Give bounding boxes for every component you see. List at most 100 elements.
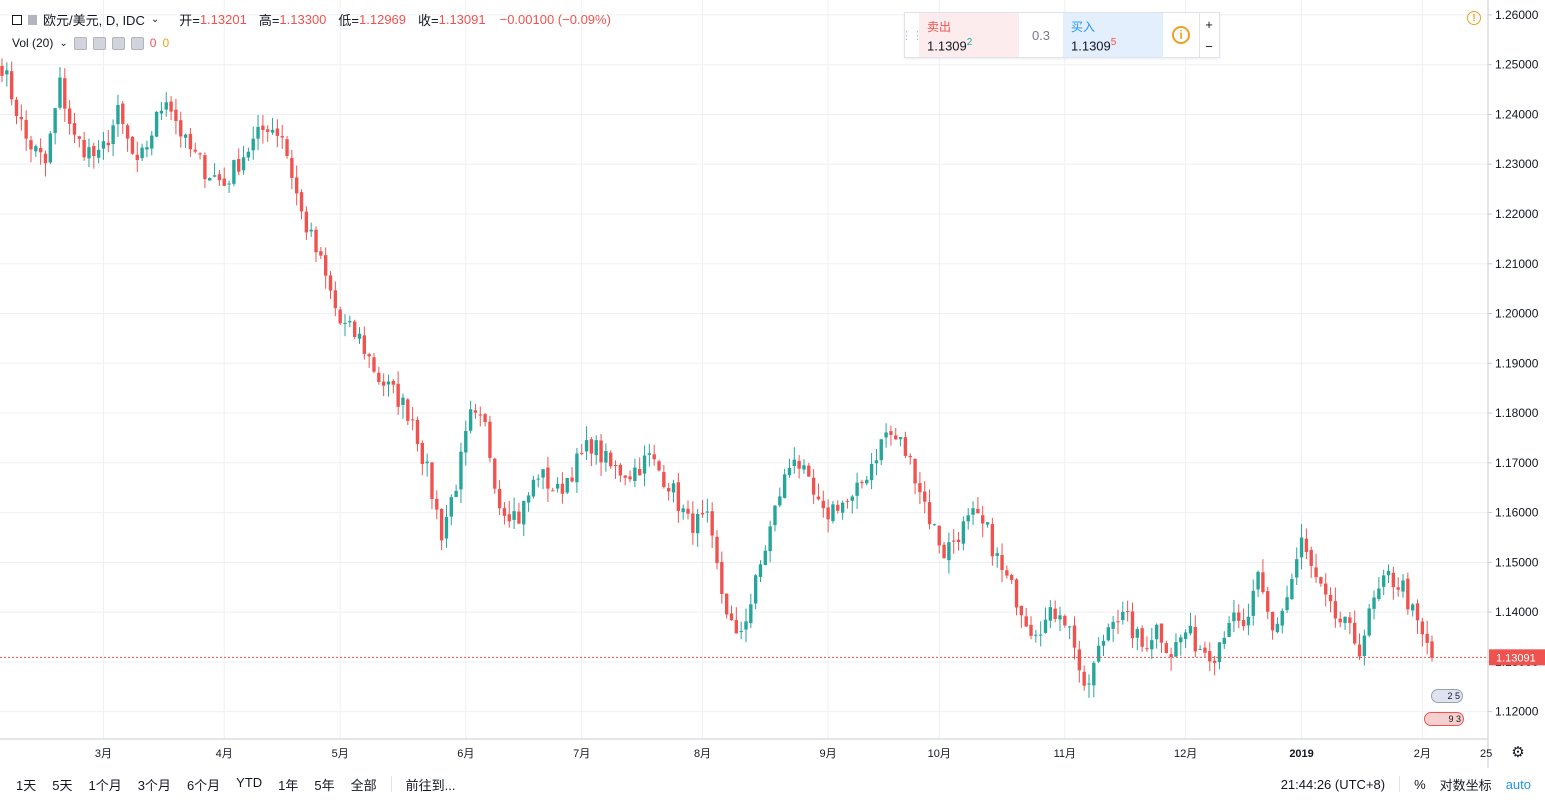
goto-date-button[interactable]: 前往到... [405, 777, 456, 793]
price-axis[interactable]: 1.26000 1.25000 1.24000 1.23000 1.22000 1.210… [1488, 8, 1539, 719]
range-button-7[interactable]: 5年 [314, 777, 335, 793]
candle-body [14, 99, 19, 116]
gear-icon[interactable]: ⚙ [1511, 744, 1525, 761]
candle-body [773, 505, 777, 526]
event-badge-eu[interactable]: 2 5 [1431, 689, 1463, 703]
candle-body [671, 483, 676, 493]
range-button-4[interactable]: 6个月 [186, 777, 221, 793]
candle-body [903, 437, 908, 456]
collapse-icon[interactable] [12, 14, 22, 25]
candle-body [362, 335, 367, 354]
x-tick-label: 5月 [332, 748, 349, 760]
range-button-0[interactable]: 1天 [16, 777, 37, 793]
quantity-plus-button[interactable]: + [1205, 16, 1213, 32]
candle-body [473, 410, 478, 413]
range-button-8[interactable]: 全部 [350, 777, 377, 793]
candle-body [517, 511, 521, 524]
event-badge-us[interactable]: 9 3 [1424, 712, 1464, 726]
candle-body [1290, 579, 1294, 600]
buy-button[interactable]: 买入 1.13095 [1063, 13, 1163, 57]
candle-body [845, 500, 850, 502]
settings-icon[interactable] [92, 36, 106, 50]
volume-label[interactable]: Vol (20) [12, 36, 54, 50]
range-button-2[interactable]: 1个月 [88, 777, 122, 793]
candle-body [1353, 622, 1357, 644]
candle-body [1251, 590, 1255, 616]
candle-body [372, 357, 376, 372]
low-value: 1.12969 [359, 12, 407, 27]
clock-time[interactable]: 21:44:26 (UTC+8) [1280, 776, 1386, 792]
range-button-1[interactable]: 5天 [52, 777, 73, 793]
candle-body [609, 452, 613, 467]
candle-body [565, 477, 569, 493]
candle-body [1314, 567, 1318, 578]
candle-body [860, 481, 864, 484]
candle-body [1010, 575, 1014, 580]
close-icon[interactable] [130, 36, 144, 50]
plus-icon[interactable] [111, 36, 125, 50]
candle-body [985, 522, 990, 525]
candle-body [159, 110, 164, 114]
candle-body [1406, 578, 1410, 610]
candle-body [1348, 617, 1352, 624]
candle-body [1401, 580, 1405, 592]
buy-price: 1.1309 [1071, 38, 1111, 54]
candle-body [43, 153, 48, 164]
chevron-down-icon[interactable]: ⌄ [59, 37, 68, 49]
volume-legend: Vol (20) ⌄ 0 0 [12, 36, 169, 50]
candle-body [633, 467, 637, 482]
quantity-minus-button[interactable]: − [1205, 38, 1213, 54]
candle-body [323, 255, 328, 276]
candle-body [932, 524, 937, 526]
candle-body [623, 475, 627, 478]
range-button-6[interactable]: 1年 [278, 777, 299, 793]
change-value: −0.00100 (−0.09%) [499, 12, 611, 27]
auto-scale-button[interactable]: auto [1505, 776, 1531, 792]
last-price-tag: 1.13091 [1489, 649, 1545, 666]
sell-button[interactable]: 卖出 1.13092 [919, 13, 1019, 57]
candle-body [381, 381, 386, 386]
info-icon[interactable]: i [1172, 26, 1190, 44]
x-tick-label: 9月 [820, 748, 837, 760]
candle-body [169, 101, 173, 112]
volume-value: 0 [149, 36, 157, 50]
symbol-name[interactable]: 欧元/美元, D, IDC [43, 13, 145, 28]
candle-body [304, 211, 309, 233]
y-tick-label: 1.15000 [1495, 555, 1539, 569]
candle-body [227, 183, 231, 185]
candle-body [1391, 572, 1396, 588]
event-badge-eu-text: 2 5 [1447, 691, 1460, 701]
candle-body [1324, 583, 1328, 595]
candle-body [1343, 616, 1347, 624]
log-scale-button[interactable]: 对数坐标 [1439, 777, 1492, 793]
candle-body [1087, 683, 1091, 685]
candle-body [666, 488, 671, 492]
candle-body [1430, 641, 1434, 658]
x-tick-label: 12月 [1174, 748, 1197, 760]
trade-panel: ⋮⋮ 卖出 1.13092 0.3 买入 1.13095 i + − [901, 12, 1220, 58]
candle-body [797, 460, 801, 469]
candles [0, 58, 1434, 698]
candle-body [34, 146, 38, 152]
candle-body [425, 461, 429, 464]
y-tick-label: 1.12000 [1495, 705, 1539, 719]
candle-body [454, 490, 458, 497]
drag-handle-icon[interactable]: ⋮⋮ [901, 29, 923, 42]
candle-body [1135, 629, 1139, 638]
percent-scale-button[interactable]: % [1414, 776, 1426, 792]
candle-body [1319, 577, 1323, 584]
range-button-3[interactable]: 3个月 [137, 777, 171, 793]
eye-icon[interactable] [73, 36, 87, 50]
candle-body [125, 125, 130, 139]
candle-body [826, 507, 830, 520]
time-axis[interactable]: 3月 4月 5月 6月 7月 8月 9月 10月 11月 12月 2019 2月 25 [95, 748, 1492, 760]
warning-icon[interactable]: ! [1467, 11, 1481, 25]
chevron-down-icon[interactable]: ⌄ [150, 14, 160, 25]
candle-body [700, 512, 705, 515]
candle-body [1212, 660, 1217, 663]
symbol-legend: 欧元/美元, D, IDC ⌄ 开= 1.13201 高= 1.13300 低= 1.… [12, 10, 611, 29]
candle-body [130, 136, 135, 154]
range-button-5[interactable]: YTD [236, 774, 263, 790]
candle-body [681, 508, 685, 513]
